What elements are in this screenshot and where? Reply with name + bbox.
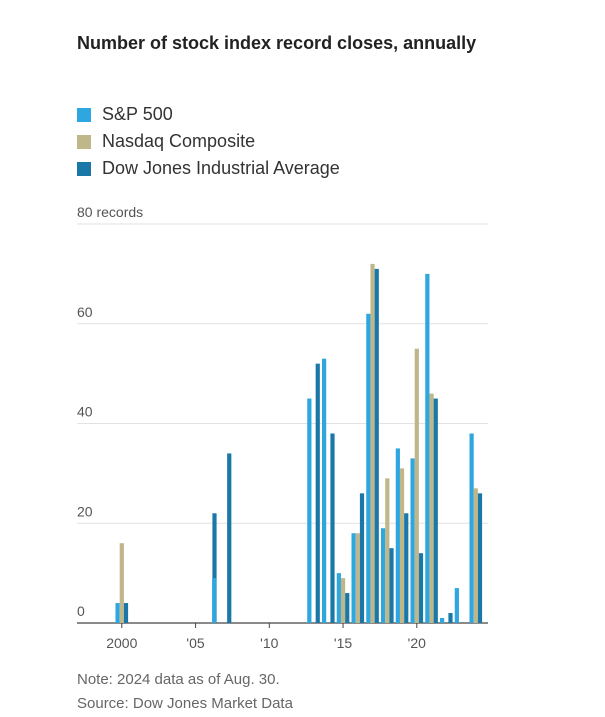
legend-item-sp500: S&P 500	[77, 101, 340, 128]
bar-nasdaq	[429, 393, 434, 623]
legend-swatch-sp500	[77, 107, 91, 122]
bar-sp500	[395, 448, 400, 623]
bar-nasdaq	[473, 488, 478, 623]
bar-nasdaq	[340, 578, 346, 623]
legend-label-dow: Dow Jones Industrial Average	[102, 158, 340, 178]
chart-title: Number of stock index record closes, ann…	[77, 33, 477, 53]
bar-nasdaq	[355, 533, 360, 623]
bar-sp500	[366, 313, 371, 623]
legend-item-dow: Dow Jones Industrial Average	[77, 155, 340, 182]
bar-dow	[359, 493, 365, 623]
legend-label-nasdaq: Nasdaq Composite	[102, 131, 256, 151]
y-tick-label: 60	[77, 304, 93, 320]
bar-sp500	[410, 458, 415, 623]
bar-dow	[123, 603, 129, 623]
bar-nasdaq	[399, 468, 405, 623]
bar-dow	[345, 593, 350, 623]
bar-dow	[374, 268, 379, 623]
chart-legend: S&P 500 Nasdaq Composite Dow Jones Indus…	[77, 101, 340, 182]
bar-dow	[315, 363, 320, 623]
x-tick-label: '20	[408, 635, 426, 651]
bar-nasdaq	[414, 348, 419, 623]
bar-sp500	[115, 603, 120, 623]
x-tick-label: '05	[186, 635, 204, 651]
bar-dow	[477, 493, 483, 623]
bar-dow	[418, 553, 424, 623]
note-text: Note: 2024 data as of Aug. 30.	[77, 671, 280, 688]
bar-dow	[448, 613, 453, 623]
bar-dow	[433, 398, 438, 623]
bar-sp500	[351, 533, 356, 623]
bar-sp500	[440, 618, 445, 623]
y-tick-label: 20	[77, 503, 93, 519]
bar-nasdaq	[385, 478, 390, 623]
bar-dow	[212, 513, 217, 623]
bar-nasdaq	[119, 543, 124, 623]
bar-sp500	[307, 398, 312, 623]
x-tick-label: 2000	[106, 635, 137, 651]
bar-sp500	[469, 433, 474, 623]
bar-sp500	[454, 588, 459, 623]
bar-sp500	[381, 528, 386, 623]
legend-item-nasdaq: Nasdaq Composite	[77, 128, 340, 155]
x-tick-label: '10	[260, 635, 278, 651]
bar-sp500	[322, 358, 327, 623]
bar-extra	[212, 578, 217, 623]
x-tick-label: '15	[334, 635, 352, 651]
y-tick-label: 40	[77, 404, 93, 420]
legend-swatch-dow	[77, 161, 91, 176]
bar-dow	[404, 513, 409, 623]
bars	[115, 263, 483, 623]
legend-label-sp500: S&P 500	[102, 104, 173, 124]
bar-sp500	[425, 273, 430, 623]
source-text: Source: Dow Jones Market Data	[77, 695, 293, 712]
y-tick-label: 0	[77, 603, 85, 619]
bar-dow	[227, 453, 232, 623]
chart-notes: Note: 2024 data as of Aug. 30. Source: D…	[77, 668, 293, 716]
legend-swatch-nasdaq	[77, 134, 91, 149]
bar-dow	[389, 548, 394, 623]
bar-sp500	[336, 573, 341, 623]
x-axis: 2000 '05 '10 '15 '20	[106, 623, 426, 651]
bar-dow	[330, 433, 335, 623]
y-tick-label: 80 records	[77, 204, 143, 220]
bar-nasdaq	[370, 263, 375, 623]
